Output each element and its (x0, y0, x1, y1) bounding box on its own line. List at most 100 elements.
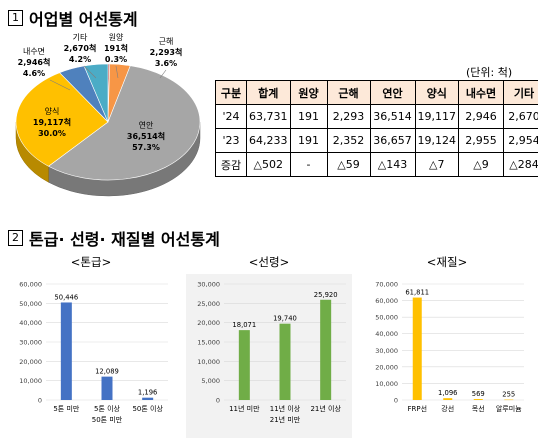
y-tick-label: 20,000 (197, 319, 220, 327)
y-tick-label: 5,000 (201, 377, 220, 385)
pie-label: 기타 (73, 33, 88, 42)
bar-value-label: 12,089 (95, 368, 119, 376)
bar (238, 330, 250, 400)
pie-label: 근해 (159, 36, 174, 46)
age-chart-panel: <선령> 0 5,000 10,000 15,000 20,000 25,000 30,00… (186, 255, 352, 438)
x-tick-label: 21년 미만 (270, 415, 301, 424)
table-cell: - (289, 152, 328, 177)
material-chart-title: <재질> (426, 255, 468, 269)
table-row: 증감 △502- △59 △143 △7 △9 △284 (215, 152, 538, 177)
y-tick-label: 30,000 (197, 281, 220, 289)
pie-count-label: 191척 (104, 43, 128, 53)
material-chart-panel: <재질> 0 10,000 20,000 30,000 40,000 50,000 60,0… (364, 255, 530, 438)
y-tick-label: 40,000 (375, 330, 398, 338)
table-header-cell: 양식 (414, 80, 459, 105)
table-cell: △59 (326, 152, 371, 177)
y-tick-label: 25,000 (197, 300, 220, 308)
table-cell: 191 (289, 128, 328, 153)
table-cell: 191 (289, 104, 328, 129)
tonnage-bar-chart: 0 10,000 20,000 30,000 40,000 50,000 60,000 50,… (8, 274, 174, 438)
table-cell: 2,352 (326, 128, 371, 153)
x-tick-label: 5톤 이상 (94, 404, 121, 413)
pie-percent-label: 0.3% (105, 55, 127, 64)
table-cell: 64,233 (246, 128, 291, 153)
y-tick-label: 20,000 (375, 363, 398, 371)
x-tick-label: 알루미늄 (496, 404, 522, 413)
y-tick-label: 15,000 (197, 339, 220, 347)
y-tick-label: 30,000 (19, 339, 42, 347)
table-cell: 2,954 (503, 128, 538, 153)
table-cell: 2,293 (326, 104, 371, 129)
y-tick-label: 30,000 (375, 347, 398, 355)
y-tick-label: 10,000 (19, 377, 42, 385)
bar (60, 302, 72, 400)
pie-label: 내수면 (23, 46, 45, 56)
tonnage-chart-title: <톤급> (70, 255, 112, 269)
table-row: '24 63,731 191 2,293 36,514 19,117 2,946 2,670 (215, 104, 538, 129)
bar (443, 398, 453, 400)
table-cell: △143 (369, 152, 416, 177)
table-cell: △502 (246, 152, 291, 177)
y-tick-label: 20,000 (19, 358, 42, 366)
section1-title-text: 어업별 어선통계 (29, 10, 138, 29)
bar (473, 399, 483, 400)
table-header-cell: 합계 (246, 80, 291, 105)
table-cell: △9 (458, 152, 504, 177)
bar (412, 297, 422, 400)
bar (279, 323, 291, 400)
table-row: '23 64,233 191 2,352 36,657 19,124 2,955 2,954 (215, 128, 538, 153)
section2-title-text: 톤급· 선령· 재질별 어선통계 (29, 230, 220, 249)
bar-value-label: 18,071 (232, 321, 256, 329)
table-header-cell: 연안 (369, 80, 416, 105)
table-cell: 2,955 (458, 128, 504, 153)
y-tick-label: 40,000 (19, 319, 42, 327)
y-tick-label: 10,000 (375, 380, 398, 388)
x-tick-label: 21년 이상 (310, 404, 341, 413)
y-tick-label: 50,000 (19, 300, 42, 308)
bar (142, 397, 154, 400)
age-bar-chart: 0 5,000 10,000 15,000 20,000 25,000 30,000 18,0… (186, 274, 352, 438)
table-cell: 63,731 (246, 104, 291, 129)
bar-value-label: 19,740 (273, 315, 297, 323)
x-tick-label: 11년 미만 (229, 404, 260, 413)
y-tick-label: 0 (38, 397, 42, 405)
pie-percent-label: 3.6% (155, 59, 177, 68)
table-row-label: '23 (215, 128, 247, 153)
x-tick-label: 50톤 미만 (92, 415, 123, 424)
chart-background (8, 274, 174, 438)
table-cell: 2,946 (458, 104, 504, 129)
pie-slice (47, 65, 201, 181)
bar-value-label: 1,196 (138, 389, 157, 397)
y-tick-label: 70,000 (375, 281, 398, 289)
pie-leader-line (49, 79, 71, 91)
table-cell: 36,657 (369, 128, 416, 153)
table-header-cell: 기타 (503, 80, 538, 105)
pie-percent-label: 57.3% (132, 143, 160, 152)
table-cell: 2,670 (503, 104, 538, 129)
age-chart-title: <선령> (248, 255, 290, 269)
pie-count-label: 19,117척 (33, 117, 71, 127)
pie-leader-line (83, 65, 97, 79)
pie-percent-label: 30.0% (38, 129, 66, 138)
table-cell: △284 (503, 152, 538, 177)
y-tick-label: 50,000 (375, 314, 398, 322)
section1-title: 1 어업별 어선통계 (8, 6, 138, 30)
x-tick-label: 강선 (441, 404, 454, 413)
pie-count-label: 2,670척 (64, 43, 97, 53)
section2-title: 2 톤급· 선령· 재질별 어선통계 (8, 226, 220, 250)
bar (320, 299, 332, 400)
table-cell: 19,124 (414, 128, 459, 153)
pie-count-label: 36,514척 (127, 131, 165, 141)
bar-value-label: 61,811 (405, 289, 429, 297)
x-tick-label: 목선 (472, 404, 485, 413)
table-header-cell: 원양 (289, 80, 328, 105)
material-bar-chart: 0 10,000 20,000 30,000 40,000 50,000 60,000 70,… (364, 274, 530, 438)
y-tick-label: 60,000 (19, 281, 42, 289)
pie-label: 연안 (139, 120, 154, 130)
bar-value-label: 1,096 (438, 389, 457, 397)
unit-label: (단위: 척) (466, 66, 513, 79)
table-row-label: 증감 (215, 152, 247, 177)
pie-label: 양식 (45, 107, 60, 116)
x-tick-label: 50톤 이상 (132, 404, 163, 413)
